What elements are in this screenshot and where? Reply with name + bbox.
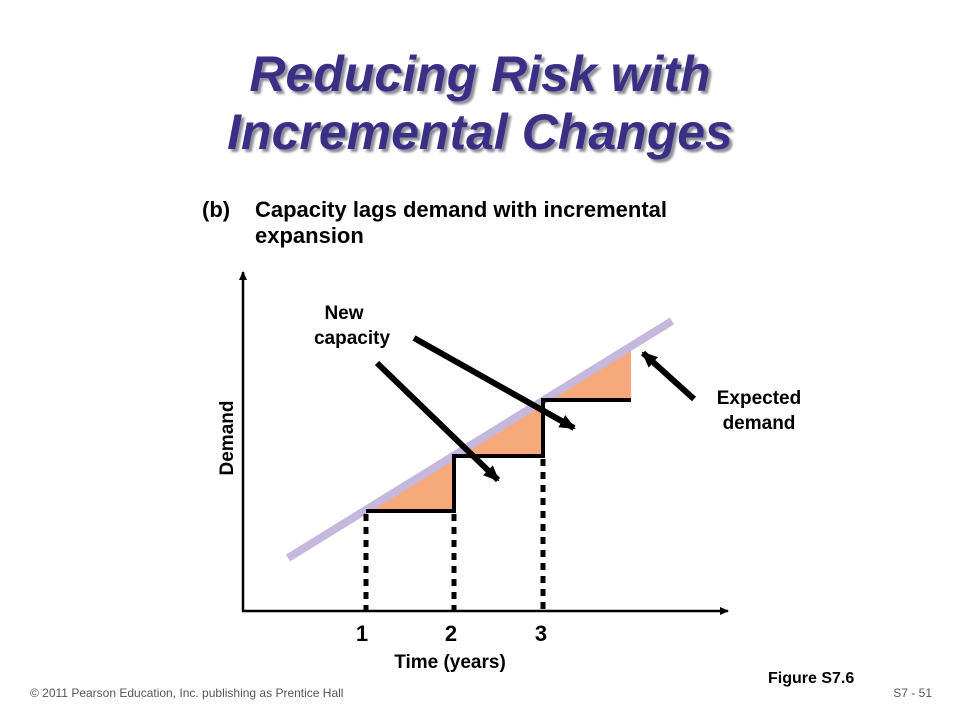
figure-label: Figure S7.6 (768, 670, 855, 687)
subtitle-line-1: Capacity lags demand with incremental (255, 197, 668, 222)
tick-label-3: 3 (535, 621, 547, 646)
x-axis-label: Time (years) (394, 652, 506, 673)
new-capacity-arrow-1 (374, 360, 501, 483)
slide-number: S7 - 51 (893, 686, 932, 700)
subtitle-line-2: expansion (255, 223, 364, 248)
expected-demand-label-line-2: demand (723, 413, 796, 434)
tick-label-1: 1 (356, 621, 368, 646)
y-axis-label: Demand (217, 401, 238, 476)
capacity-step-line (366, 398, 631, 513)
expected-demand-label-line-1: Expected (717, 388, 801, 409)
slide-title-line-2: Incremental Changes (227, 104, 733, 160)
expected-demand-line (285, 317, 675, 562)
new-capacity-label-line-2: capacity (314, 328, 390, 349)
slide-title-line-1: Reducing Risk with (249, 46, 711, 102)
expected-demand-arrow (640, 350, 697, 402)
copyright-footer: © 2011 Pearson Education, Inc. publishin… (30, 686, 344, 700)
new-capacity-label-line-1: New (324, 303, 363, 324)
tick-label-2: 2 (445, 621, 457, 646)
new-capacity-arrow-2 (412, 335, 576, 431)
subtitle-prefix: (b) (202, 197, 231, 222)
